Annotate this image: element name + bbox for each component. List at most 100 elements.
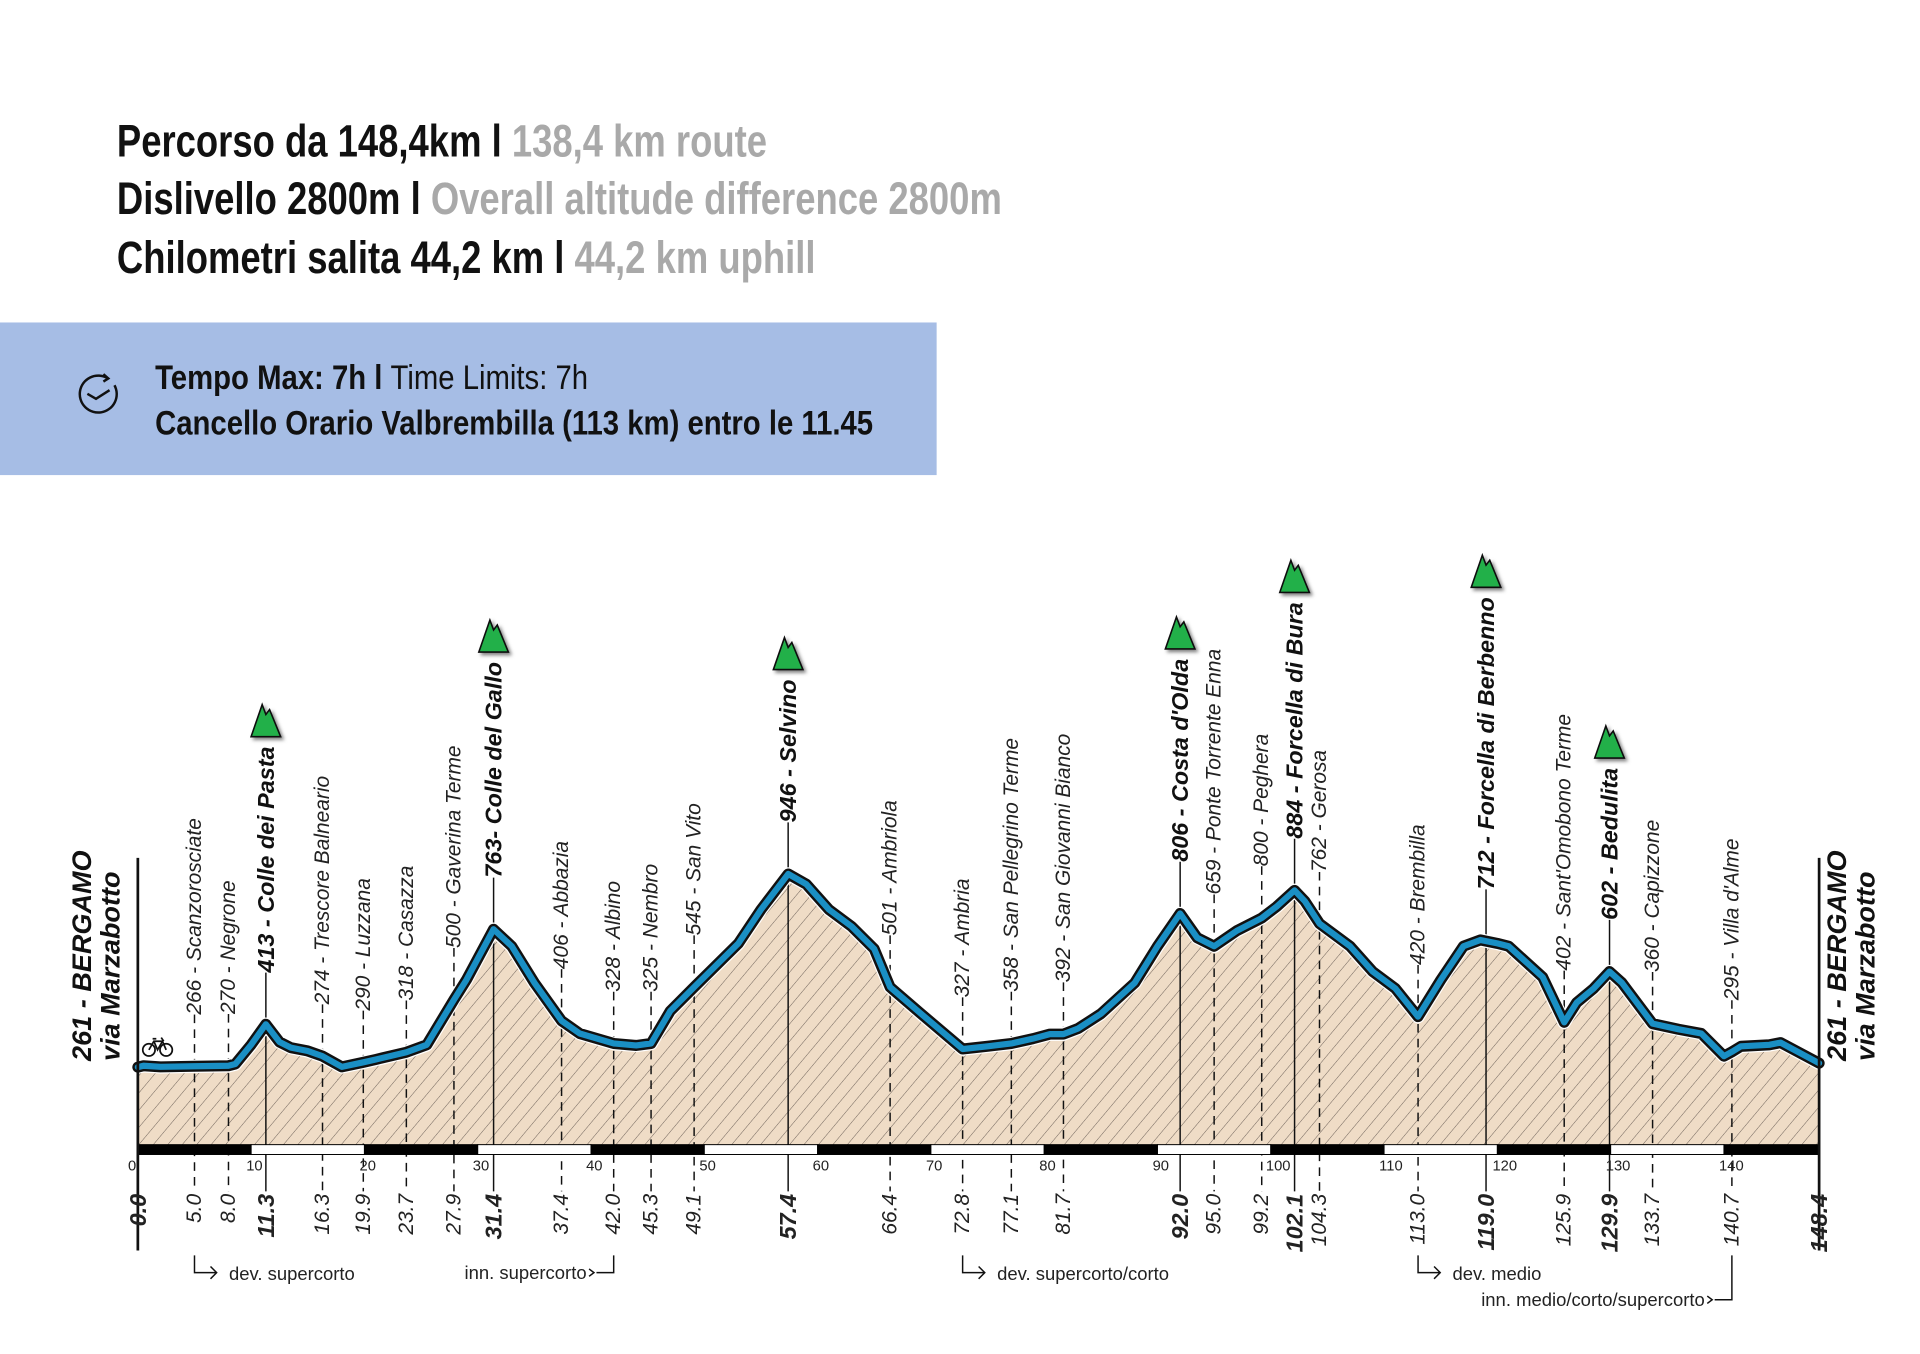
waypoint-label: 295 - Villa d'Alme xyxy=(1720,839,1743,1002)
cutoff-label: Cancello Orario Valbrembilla (113 km) en… xyxy=(155,403,874,442)
uphill-en: 44,2 km uphill xyxy=(574,232,816,284)
waypoint-label: 325 - Nembro xyxy=(640,864,663,992)
waypoint-km: 49.1 xyxy=(683,1194,706,1235)
waypoint-label: 545 - San Vito xyxy=(683,803,706,935)
waypoint-km: 5.0 xyxy=(183,1194,206,1223)
distance-scale-segment xyxy=(930,1144,1045,1155)
altitude-en: Overall altitude difference 2800m xyxy=(430,173,1002,225)
bicycle-icon xyxy=(141,1037,174,1057)
distance-scale-segment xyxy=(1496,1144,1612,1155)
waypoint-km: 81.7 xyxy=(1052,1193,1075,1235)
altitude-it: Dislivello 2800m l xyxy=(116,173,421,225)
time-max-label: Tempo Max: 7h l xyxy=(155,358,383,397)
distance-scale-segment xyxy=(590,1144,705,1155)
waypoint-km: 129.9 xyxy=(1597,1194,1623,1253)
deviation-note: dev. medio xyxy=(1453,1263,1542,1284)
x-tick-label: 30 xyxy=(473,1158,489,1174)
deviation-arrow-icon xyxy=(1417,1255,1442,1280)
waypoint-km: 104.3 xyxy=(1308,1194,1331,1247)
distance-scale-segment xyxy=(1383,1144,1498,1155)
waypoint-label: 762 - Gerosa xyxy=(1308,750,1331,872)
start-km: 0.0 xyxy=(125,1194,151,1227)
waypoint-label: 406 - Abbazia xyxy=(550,841,573,969)
summit-icon xyxy=(1164,614,1197,650)
waypoint-label: 274 - Trescore Balneario xyxy=(311,776,334,1006)
waypoint-km: 119.0 xyxy=(1473,1194,1499,1251)
route-length-en: 138,4 km route xyxy=(511,115,767,167)
waypoint-km: 11.3 xyxy=(253,1194,279,1238)
waypoint-km: 16.3 xyxy=(311,1194,334,1235)
profile-line xyxy=(134,870,1823,1071)
waypoint-km: 66.4 xyxy=(879,1194,902,1235)
merge-arrow-icon xyxy=(1706,1255,1733,1305)
waypoint-label: 328 - Albino xyxy=(602,881,625,992)
waypoint-label: 402 - Sant'Omobono Terme xyxy=(1553,714,1576,971)
waypoint-km: 72.8 xyxy=(951,1194,974,1235)
x-tick-label: 80 xyxy=(1039,1158,1055,1174)
distance-scale-segment xyxy=(817,1144,932,1155)
waypoint-label: 946 - Selvino xyxy=(775,679,801,822)
waypoint-label: 501 - Ambriola xyxy=(879,800,902,935)
waypoint-km: 42.0 xyxy=(602,1194,625,1235)
end-place-label: via Marzabotto xyxy=(1850,871,1881,1060)
distance-scale-segment xyxy=(250,1144,365,1155)
waypoint-label: 659 - Ponte Torrente Enna xyxy=(1203,649,1226,895)
distance-scale-segment xyxy=(1043,1144,1158,1155)
uphill-line: Chilometri salita 44,2 km l 44,2 km uphi… xyxy=(117,233,816,285)
time-limit-box: Tempo Max: 7h l Time Limits: 7h Cancello… xyxy=(0,322,937,476)
waypoint-km: 77.1 xyxy=(1000,1194,1023,1235)
waypoint-km: 19.9 xyxy=(352,1194,375,1235)
deviation-note: dev. supercorto/corto xyxy=(997,1263,1169,1284)
waypoint-km: 140.7 xyxy=(1720,1193,1743,1247)
waypoint-label: 800 - Peghera xyxy=(1250,734,1273,867)
waypoint-label: 420 - Brembilla xyxy=(1407,824,1430,965)
waypoint-label: 270 - Negrone xyxy=(217,880,240,1015)
waypoint-km: 31.4 xyxy=(481,1194,507,1240)
distance-scale-segment xyxy=(1156,1144,1272,1155)
end-km: 148.4 xyxy=(1806,1194,1832,1253)
waypoint-label: 712 - Forcella di Berbenno xyxy=(1473,597,1499,889)
x-tick-label: 120 xyxy=(1492,1158,1517,1174)
summit-icon xyxy=(772,635,805,671)
route-length-it: Percorso da 148,4km l xyxy=(116,115,502,167)
x-tick-label: 100 xyxy=(1266,1158,1291,1174)
waypoint-label: 806 - Costa d'Olda xyxy=(1167,659,1193,862)
merge-arrow-icon xyxy=(588,1255,615,1277)
waypoint-label: 500 - Gaverina Terme xyxy=(442,745,465,948)
summit-icon xyxy=(1593,723,1626,759)
waypoint-km: 133.7 xyxy=(1641,1193,1664,1247)
x-tick-label: 90 xyxy=(1153,1158,1169,1174)
waypoint-km: 113.0 xyxy=(1407,1194,1430,1245)
deviation-arrow-icon xyxy=(961,1255,986,1280)
deviation-note: dev. supercorto xyxy=(229,1263,355,1284)
waypoint-km: 57.4 xyxy=(775,1194,801,1240)
waypoint-label: 360 - Capizzone xyxy=(1641,820,1664,972)
distance-scale-segment xyxy=(703,1144,819,1155)
deviation-arrow-icon xyxy=(193,1255,218,1280)
waypoint-km: 99.2 xyxy=(1250,1194,1273,1235)
clock-icon xyxy=(78,373,118,414)
profile-area xyxy=(137,873,1820,1145)
distance-scale-segment xyxy=(137,1144,252,1155)
waypoint-km: 95.0 xyxy=(1203,1194,1226,1235)
waypoint-label: 392 - San Giovanni Bianco xyxy=(1052,734,1075,983)
waypoint-label: 290 - Luzzana xyxy=(352,878,375,1012)
x-tick-label: 40 xyxy=(586,1158,602,1174)
distance-scale-segment xyxy=(1610,1144,1725,1155)
waypoint-km: 125.9 xyxy=(1553,1194,1576,1247)
x-tick-label: 0 xyxy=(128,1158,136,1174)
waypoint-km: 37.4 xyxy=(550,1194,573,1235)
x-tick-label: 60 xyxy=(813,1158,829,1174)
x-tick-label: 140 xyxy=(1719,1158,1744,1174)
altitude-line: Dislivello 2800m l Overall altitude diff… xyxy=(117,174,1002,226)
waypoint-label: 884 - Forcella di Bura xyxy=(1282,602,1308,838)
summit-icon xyxy=(249,702,282,738)
merge-note: inn. medio/corto/supercorto xyxy=(1481,1289,1705,1310)
summit-icon xyxy=(1278,558,1311,594)
time-limits-label: Time Limits: 7h xyxy=(390,358,589,397)
waypoint-km: 92.0 xyxy=(1167,1194,1193,1240)
distance-scale-segment xyxy=(1270,1144,1385,1155)
waypoint-label: 318 - Casazza xyxy=(395,866,418,1001)
